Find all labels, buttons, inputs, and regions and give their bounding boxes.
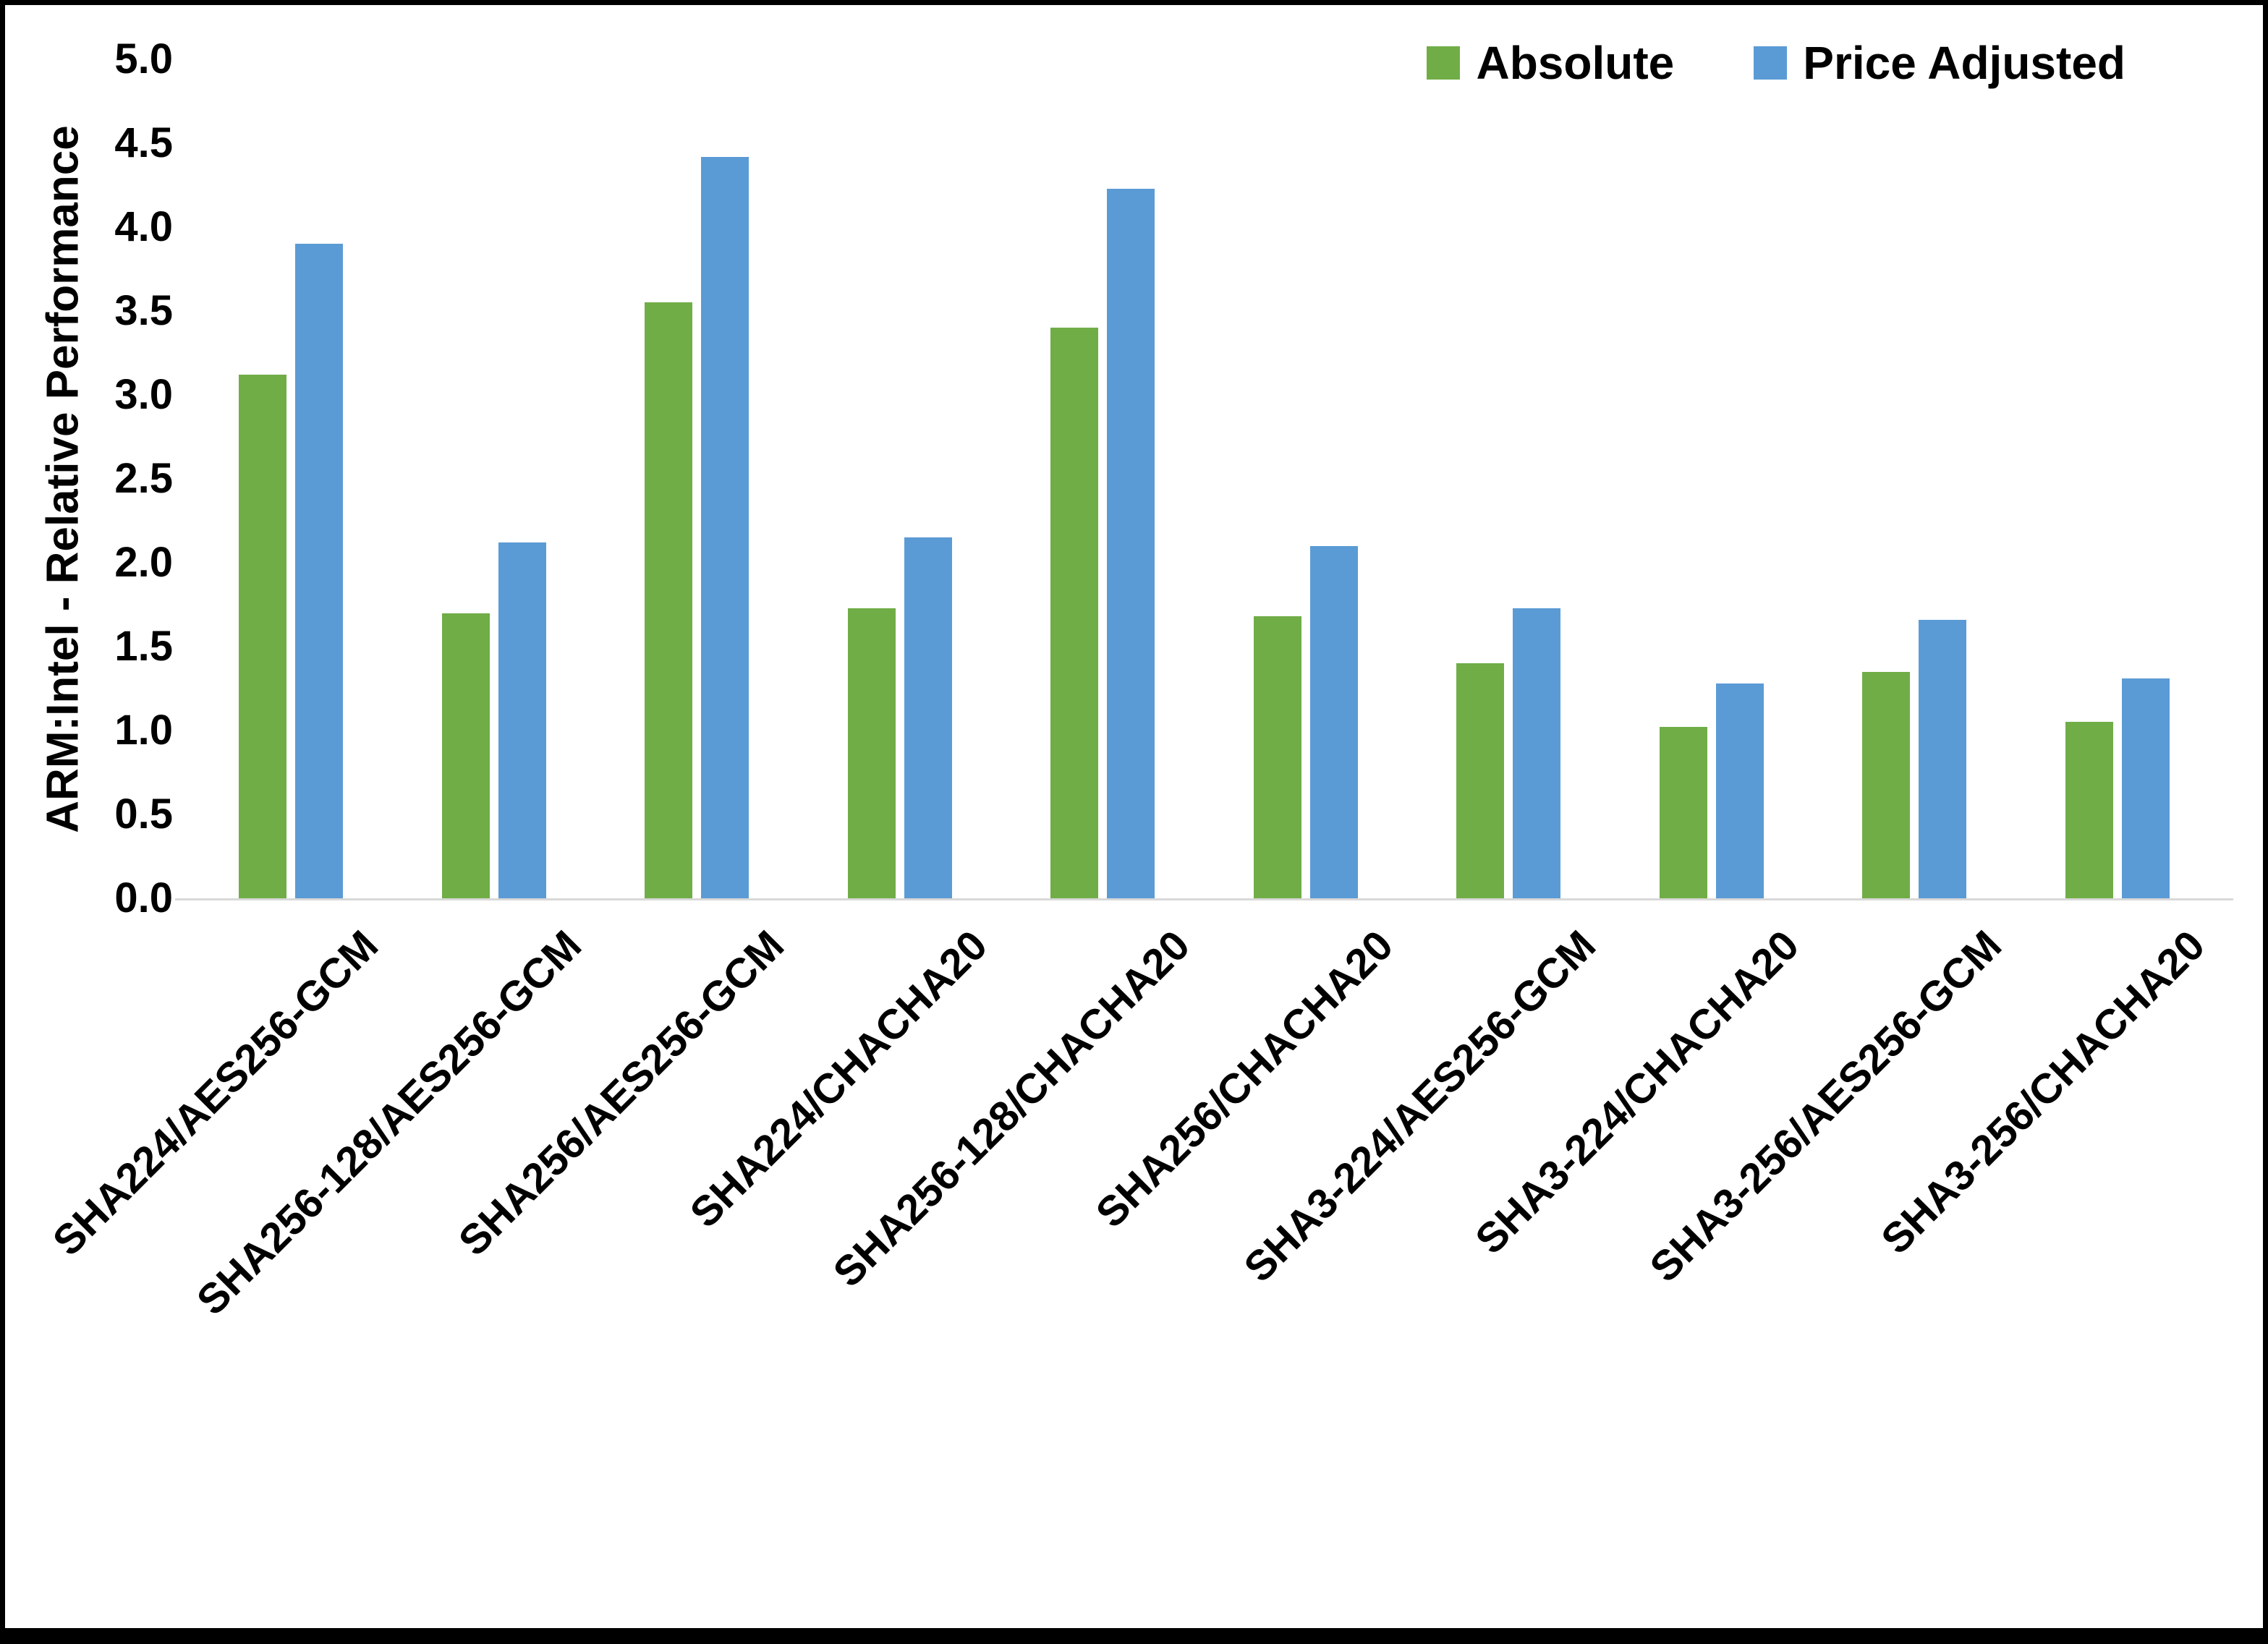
bar-absolute — [645, 302, 693, 898]
y-tick-label: 1.5 — [114, 623, 173, 670]
bar-absolute — [2065, 722, 2113, 898]
bar-absolute — [1456, 663, 1505, 898]
bar-price-adjusted — [1309, 545, 1358, 898]
bar-price-adjusted — [1107, 188, 1155, 898]
y-tick-label: 2.5 — [114, 455, 173, 502]
legend-swatch-price-adjusted-icon — [1754, 46, 1788, 80]
bar-absolute — [239, 375, 287, 898]
y-tick-label: 3.5 — [114, 287, 173, 334]
legend-item-price-adjusted: Price Adjusted — [1754, 40, 2125, 86]
legend-label-absolute: Absolute — [1476, 37, 1675, 89]
bar-price-adjusted — [1513, 608, 1561, 898]
bar-absolute — [1862, 671, 1911, 898]
y-tick-label: 5.0 — [114, 35, 173, 82]
y-tick-label: 2.0 — [114, 539, 173, 586]
x-axis-line — [175, 898, 2233, 900]
bar-price-adjusted — [1919, 619, 1967, 898]
legend: Absolute Price Adjusted — [1427, 40, 2125, 86]
legend-item-absolute: Absolute — [1427, 40, 1674, 86]
bar-absolute — [441, 613, 490, 898]
bar-price-adjusted — [498, 542, 546, 898]
y-tick-label: 1.0 — [114, 707, 173, 754]
bar-chart: ARM:Intel - Relative Performance Absolut… — [5, 5, 2263, 1628]
y-tick-label: 4.0 — [114, 203, 173, 250]
bar-price-adjusted — [904, 537, 952, 898]
bar-price-adjusted — [701, 156, 749, 898]
bar-price-adjusted — [1715, 683, 1764, 898]
y-tick-label: 0.5 — [114, 791, 173, 838]
y-tick-label: 4.5 — [114, 119, 173, 166]
y-tick-label: 0.0 — [114, 874, 173, 921]
bar-absolute — [1253, 616, 1301, 898]
bar-price-adjusted — [295, 244, 344, 898]
y-tick-label: 3.0 — [114, 371, 173, 418]
legend-label-price-adjusted: Price Adjusted — [1803, 37, 2125, 89]
bar-absolute — [1050, 328, 1099, 898]
bar-absolute — [1659, 727, 1707, 898]
bar-absolute — [847, 608, 896, 898]
legend-swatch-absolute-icon — [1427, 46, 1461, 80]
bar-price-adjusted — [2121, 678, 2170, 898]
